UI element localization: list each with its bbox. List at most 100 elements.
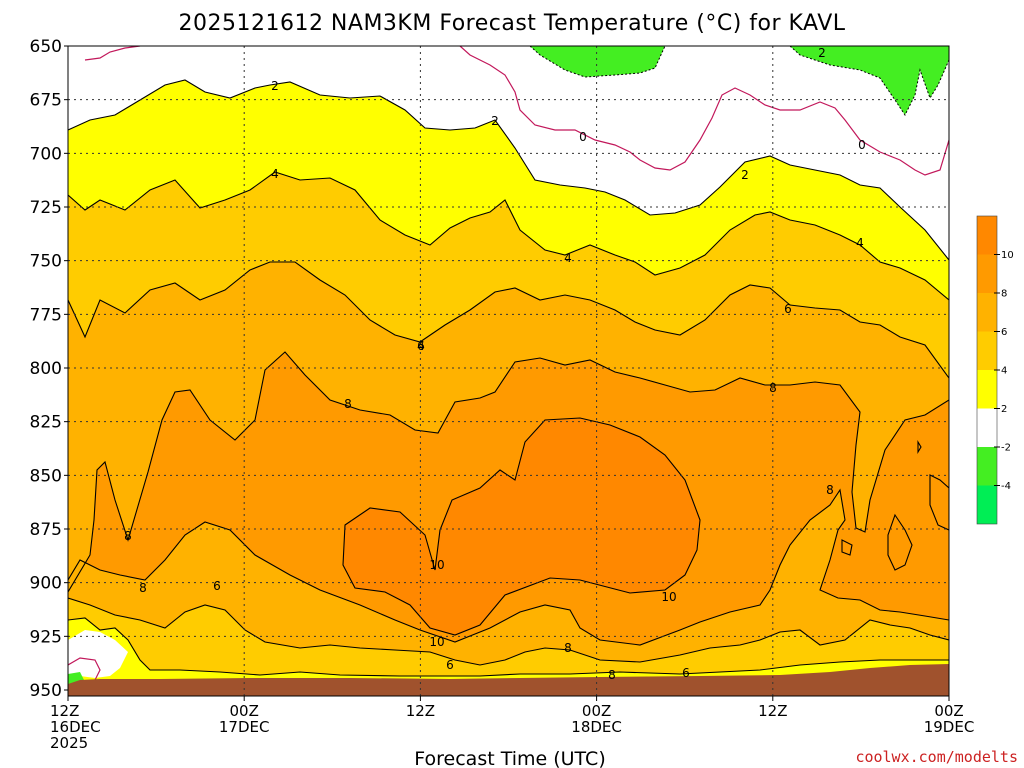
contour-label: 8 [826,483,834,497]
plot-frame [67,45,950,697]
contour-4-lower [68,617,949,677]
contour-label: 8 [564,641,572,655]
contour-10 [342,417,701,636]
colorbar-band [977,447,997,486]
contour-neg2-right [789,46,949,116]
x-tick-label: 00Z [934,702,963,720]
contour-label: 4 [417,339,425,353]
grid [68,46,949,696]
contour-8-island-d [917,440,922,454]
contour-label: 10 [661,590,676,604]
x-axis-label: Forecast Time (UTC) [414,748,605,768]
contour-0-left [84,46,141,61]
y-tick-label: 875 [30,520,62,540]
colorbar-band [977,331,997,370]
contour-lines [68,79,949,677]
x-tick-label: 12Z [406,702,435,720]
contour-label: 8 [769,381,777,395]
contour-label: 0 [579,130,587,144]
band-fill-neg2-right [790,46,949,115]
colorbar-band [977,408,997,447]
contour-label: 0 [858,138,866,152]
contour-label: 4 [856,236,864,250]
contour-8-lower [68,488,949,646]
chart-title: 2025121612 NAM3KM Forecast Temperature (… [178,11,845,36]
contour-label: 2 [491,114,499,128]
contour-label: 6 [417,339,425,353]
contour-0-mid [459,46,949,176]
y-tick-label: 775 [30,305,62,325]
contour-8-island-b [841,539,853,556]
contour-2 [68,79,949,261]
y-tick-label: 825 [30,413,62,433]
y-tick-label: 700 [30,144,62,164]
y-tick-label: 750 [30,252,62,272]
x-tick-label: 17DEC [219,718,270,736]
contour-label: 8 [124,529,132,543]
contour-4 [68,171,949,301]
x-tick-label: 2025 [50,734,88,752]
colorbar-tick-label: -4 [1001,481,1011,492]
colorbar-band [977,293,997,332]
y-tick-label: 650 [30,37,62,57]
band-fill-0-2-lower [68,630,128,678]
freezing-contours [68,46,949,681]
contour-label: 6 [682,666,690,680]
y-axis: 650 675 700 725 750 775 800 825 850 875 900 925 950 [30,37,68,701]
x-tick-label: 12Z [758,702,787,720]
contour-label: 2 [271,79,279,93]
contour-label: 4 [564,251,572,265]
y-tick-label: 900 [30,574,62,594]
y-tick-label: 925 [30,627,62,647]
terrain-ground [68,664,949,696]
y-tick-label: 850 [30,466,62,486]
contour-8-island-a [887,513,913,571]
colorbar: 10 8 6 4 2 -2 -4 [976,215,1014,525]
colorbar-tick-label: 6 [1001,327,1007,338]
band-fill-10-12 [343,418,700,635]
colorbar-tick-label: 8 [1001,289,1007,300]
y-tick-label: 675 [30,91,62,111]
contour-label: 6 [446,658,454,672]
y-tick-label: 800 [30,359,62,379]
colorbar-tick-label: 10 [1001,250,1014,261]
y-tick-label: 725 [30,198,62,218]
y-tick-label: 950 [30,681,62,701]
contour-label: 2 [818,46,826,60]
contour-label: 6 [213,579,221,593]
negative-contours [529,46,949,116]
colorbar-band [977,216,997,255]
contour-label: 8 [344,397,352,411]
contour-8 [68,351,949,593]
contour-label: 8 [139,581,147,595]
contour-6 [68,261,949,379]
temperature-fills [68,46,949,696]
credit-text: coolwx.com/modelts [855,748,1018,766]
contour-8-island-c [929,474,949,531]
colorbar-tick-label: 4 [1001,366,1007,377]
colorbar-band [977,485,997,524]
contour-label: 6 [784,302,792,316]
contour-label: 10 [429,558,444,572]
colorbar-band [977,370,997,409]
contour-label: 8 [608,668,616,682]
contour-neg2-left [529,46,666,78]
band-fill-6-8-lower [68,490,949,696]
x-tick-label: 00Z [230,702,259,720]
colorbar-tick-label: 2 [1001,404,1007,415]
x-tick-label: 18DEC [571,718,622,736]
x-tick-label: 00Z [582,702,611,720]
colorbar-tick-label: -2 [1001,443,1011,454]
contour-label: 10 [429,635,444,649]
x-tick-label: 12Z [50,702,79,720]
contour-0-lowerleft [68,657,101,681]
contour-label: 2 [741,168,749,182]
x-tick-label: 16DEC [50,718,101,736]
contour-label: 4 [271,167,279,181]
colorbar-band [977,254,997,293]
contour-6-lower [68,597,949,666]
x-tick-label: 19DEC [924,718,975,736]
